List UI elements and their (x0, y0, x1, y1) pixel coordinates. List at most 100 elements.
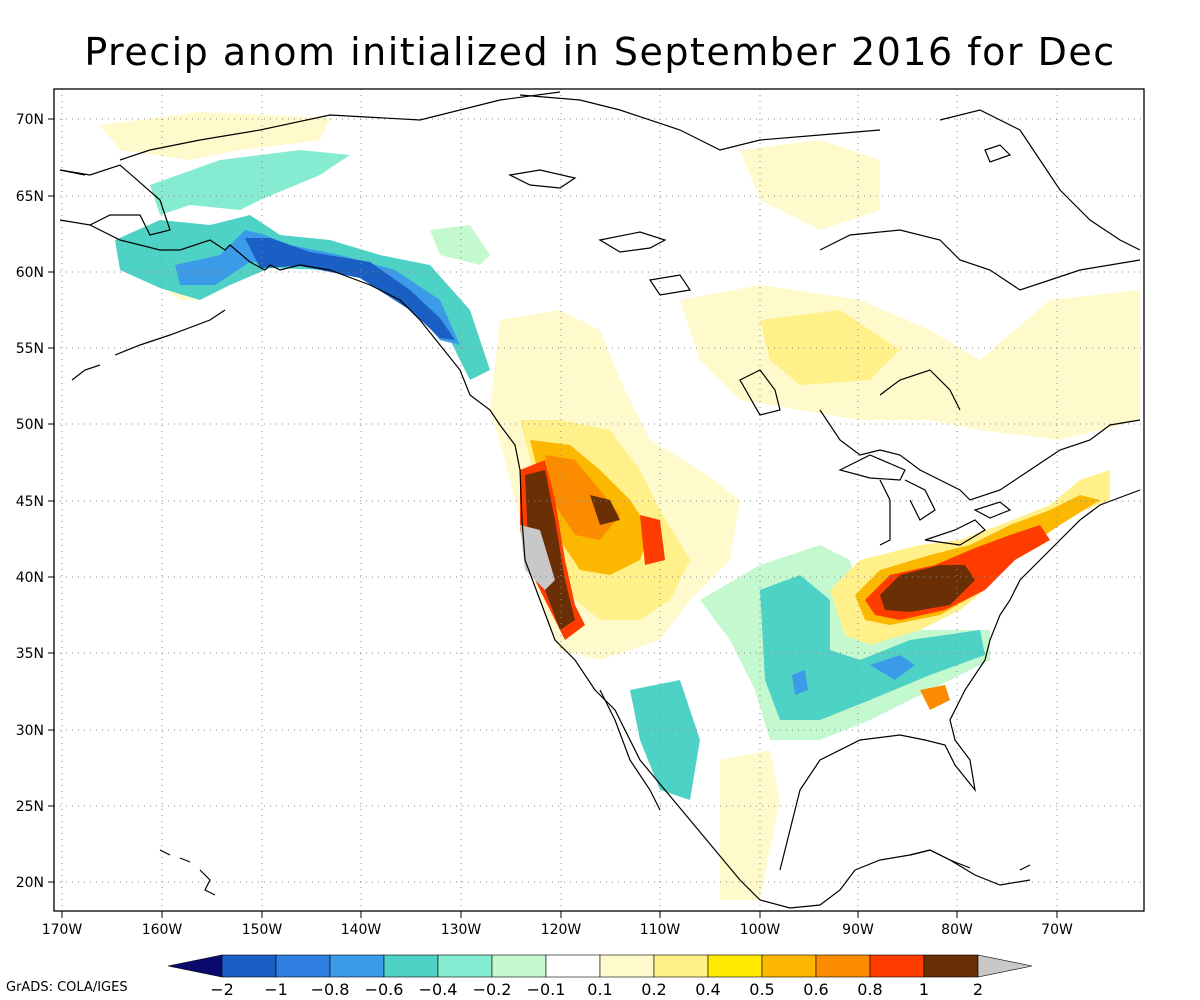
coast-west (89, 224, 856, 909)
colorbar-label: −2 (210, 980, 234, 999)
map-title: Precip anom initialized in September 201… (84, 30, 1116, 74)
anom-patch-west-gray (520, 525, 555, 590)
lat-label: 25N (16, 799, 44, 815)
colorbar-label: 0.2 (641, 980, 666, 999)
colorbar-box (599, 954, 655, 978)
coast-alaska-west (59, 164, 171, 236)
lat-label: 20N (16, 875, 44, 891)
anom-patch-canada-pos-mid (760, 310, 900, 385)
lat-label: 30N (16, 723, 44, 739)
coast-arctic-islands (519, 94, 881, 151)
lake-michigan (879, 479, 891, 546)
lat-label: 35N (16, 646, 44, 662)
coast-arctic-ak (59, 91, 561, 176)
coast-hudson-north (819, 229, 1141, 291)
anom-patch-utah-red (640, 515, 665, 565)
lat-label: 70N (16, 112, 44, 128)
anom-patch-south-neg (760, 575, 985, 720)
lon-label: 150W (242, 922, 283, 938)
colorbar-labels: −2 −1 −0.8 −0.6 −0.4 −0.2 −0.1 0.1 0.2 0.4 0.5 0.6 0… (210, 980, 983, 999)
colorbar-box (923, 954, 979, 978)
anom-patch-idaho-brown (590, 495, 620, 525)
grads-credit: GrADS: COLA/IGES (6, 980, 128, 995)
colorbar-box (275, 954, 331, 978)
lat-label: 55N (16, 341, 44, 357)
hawaii (159, 849, 216, 896)
lon-label: 80W (941, 922, 973, 938)
colorbar-label: 0.6 (803, 980, 828, 999)
lon-label: 100W (740, 922, 781, 938)
lat-label: 40N (16, 570, 44, 586)
anom-patch-canada-pos (680, 285, 1140, 440)
colorbar-label: −0.1 (527, 980, 566, 999)
island-small (648, 274, 692, 296)
colorbar-box (491, 954, 547, 978)
anom-patch-ak-light-neg (150, 150, 350, 215)
colorbar-box (383, 954, 439, 978)
anom-patch-arctic-pos (740, 140, 880, 230)
lake-huron (904, 479, 936, 521)
lon-label: 130W (441, 922, 482, 938)
colorbar-label: −0.8 (311, 980, 350, 999)
lon-label: 110W (640, 922, 681, 938)
colorbar-box (545, 954, 601, 978)
colorbar-box (437, 954, 493, 978)
lake-ontario (973, 501, 1012, 519)
lon-label: 90W (842, 922, 874, 938)
coast-aleutians (71, 364, 101, 381)
cuba (909, 849, 1031, 871)
colorbar-label: 0.1 (587, 980, 612, 999)
colorbar-label: −0.6 (365, 980, 404, 999)
coast-baja (599, 689, 661, 811)
colorbar-low-triangle (167, 954, 223, 978)
island-arctic-a (984, 144, 1012, 163)
anom-patch-mexico-pos (720, 750, 780, 900)
anomaly-shading (100, 112, 1140, 900)
longitude-labels: 170W 160W 150W 140W 130W 120W 110W 100W 90W 80W 70… (42, 922, 1073, 938)
colorbar-label: 0.5 (749, 980, 774, 999)
lon-label: 170W (42, 922, 83, 938)
colorbar-label: 0.4 (695, 980, 720, 999)
colorbar-label: 2 (973, 980, 983, 999)
lake-erie (924, 519, 986, 546)
colorbar-high-triangle (977, 954, 1033, 978)
anom-patch-west-brown (525, 470, 575, 630)
latitude-labels: 70N 65N 60N 55N 50N 45N 40N 35N 30N 25N 20N (16, 112, 44, 891)
coast-gulf-east (779, 489, 1141, 871)
coast-ak-peninsula (114, 309, 226, 356)
colorbar-label: −0.2 (473, 980, 512, 999)
lon-label: 120W (541, 922, 582, 938)
anom-patch-bc-light (430, 225, 490, 265)
coast-caribbean (854, 849, 1031, 886)
lat-label: 60N (16, 265, 44, 281)
anom-patch-mexico-neg (630, 680, 700, 800)
colorbar-box (869, 954, 925, 978)
anom-patch-east-brown (880, 565, 975, 612)
anom-patch-south-blue (870, 655, 915, 680)
lat-label: 65N (16, 189, 44, 205)
colorbar-box (761, 954, 817, 978)
colorbar-box (221, 954, 277, 978)
lon-label: 140W (341, 922, 382, 938)
lat-label: 50N (16, 417, 44, 433)
coast-james-bay (879, 369, 961, 411)
coastlines (59, 91, 1141, 909)
colorbar-label: 0.8 (857, 980, 882, 999)
anom-patch-se-orange (920, 685, 950, 710)
colorbar-box (815, 954, 871, 978)
lake-superior (838, 454, 906, 481)
coast-baffin (939, 109, 1141, 251)
anom-patch-texas-blue (792, 670, 808, 695)
colorbar (167, 954, 1033, 978)
anom-patch-ak-strong-neg (245, 238, 455, 340)
graticule (48, 89, 1144, 918)
coast-hudson-south (819, 409, 1141, 501)
island-victoria (598, 231, 667, 253)
colorbar-label: −1 (264, 980, 288, 999)
island-arctic-b (508, 169, 577, 189)
colorbar-box (653, 954, 709, 978)
lake-winnipeg (739, 369, 781, 416)
lon-label: 160W (142, 922, 183, 938)
anom-patch-ak-neg-belt (115, 215, 490, 380)
